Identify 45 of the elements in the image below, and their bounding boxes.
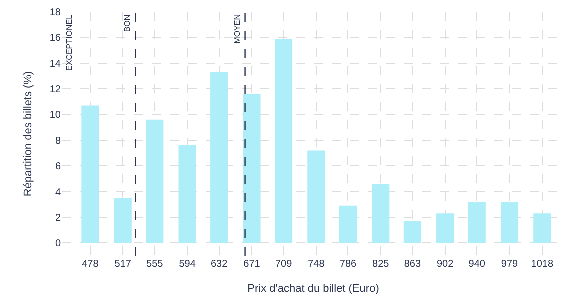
bar — [404, 221, 422, 244]
x-tick-label: 709 — [275, 259, 293, 270]
x-tick-label: 863 — [404, 259, 422, 270]
bar — [436, 214, 454, 244]
y-tick-label: 0 — [55, 238, 62, 250]
bar — [308, 150, 326, 244]
x-tick-label: 825 — [372, 259, 390, 270]
x-tick-label: 786 — [340, 259, 358, 270]
bar — [82, 106, 100, 244]
x-tick-label: 594 — [179, 259, 196, 270]
x-tick-label: 979 — [501, 259, 519, 270]
x-tick-label: 555 — [146, 259, 164, 270]
y-tick-label: 8 — [55, 136, 62, 147]
bar — [500, 202, 519, 244]
bar — [243, 94, 261, 244]
y-tick-label: 16 — [50, 33, 62, 44]
x-tick-label: 902 — [436, 259, 454, 270]
bar — [534, 214, 552, 244]
ref-line-label: MOYEN — [232, 14, 242, 44]
bar — [372, 184, 390, 244]
y-tick-label: 12 — [50, 84, 62, 96]
x-tick-label: 632 — [210, 259, 228, 270]
x-axis-title: Prix d'achat du billet (Euro) — [248, 283, 380, 296]
bar — [146, 120, 164, 244]
y-tick-label: 6 — [55, 162, 62, 173]
ref-line-label: BON — [123, 14, 132, 32]
x-tick-label: 748 — [308, 259, 326, 270]
y-tick-label: 14 — [50, 58, 62, 70]
x-tick-label: 1018 — [531, 259, 554, 270]
x-tick-label: 478 — [82, 259, 100, 270]
y-tick-label: 2 — [55, 212, 62, 224]
x-tick-label: 940 — [468, 259, 486, 270]
x-tick-label: 671 — [244, 259, 261, 270]
bar — [210, 72, 228, 244]
x-tick-label: 517 — [114, 259, 132, 270]
annotation: EXCEPTIONEL — [65, 14, 74, 71]
y-tick-label: 18 — [50, 8, 62, 18]
y-tick-label: 4 — [55, 187, 62, 198]
bar — [114, 198, 132, 244]
bar — [468, 202, 486, 244]
bar — [339, 206, 358, 244]
bar — [178, 146, 196, 244]
y-axis-title: Répartition des billets (%) — [22, 71, 35, 197]
bar — [275, 38, 293, 244]
y-tick-label: 10 — [50, 110, 62, 122]
